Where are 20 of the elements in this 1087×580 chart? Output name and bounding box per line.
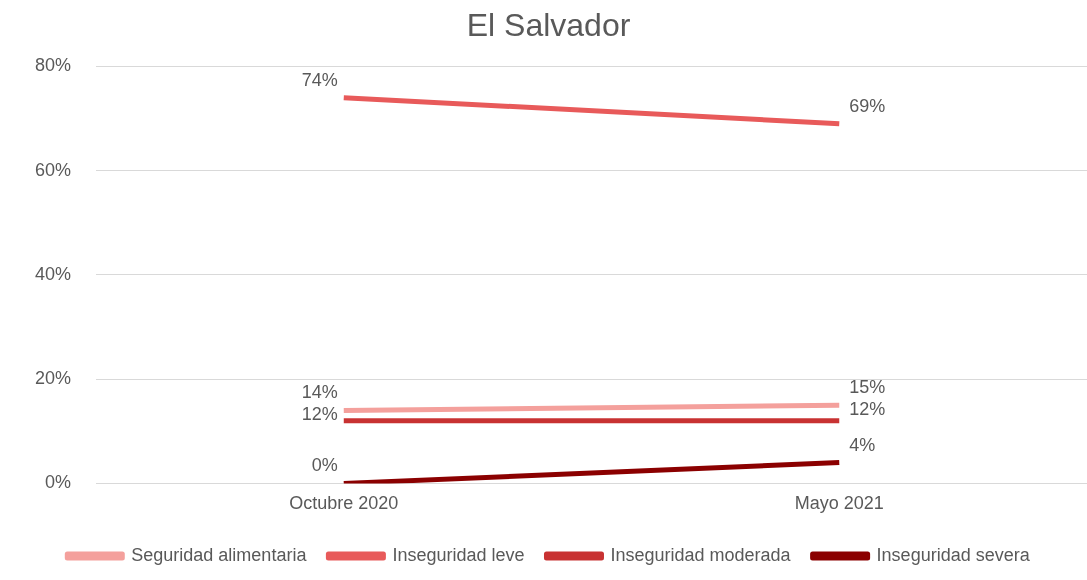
y-tick-label: 80%	[35, 55, 72, 76]
y-tick-label: 20%	[35, 368, 72, 389]
data-label: 14%	[301, 382, 338, 403]
legend-label: Inseguridad leve	[392, 544, 525, 565]
data-label: 74%	[301, 69, 338, 90]
data-label: 12%	[301, 404, 338, 425]
y-tick-label: 0%	[45, 472, 72, 493]
legend-label: Inseguridad severa	[876, 544, 1031, 565]
data-label: 0%	[311, 455, 338, 476]
data-label: 4%	[849, 434, 876, 455]
data-label: 15%	[849, 377, 886, 398]
legend-label: Inseguridad moderada	[610, 544, 792, 565]
data-label: 12%	[849, 399, 886, 420]
legend-label: Seguridad alimentaria	[131, 544, 308, 565]
data-label: 69%	[849, 95, 886, 116]
y-tick-label: 60%	[35, 159, 72, 180]
x-tick-label: Octubre 2020	[289, 493, 399, 514]
chart-title: El Salvador	[466, 7, 631, 44]
x-tick-label: Mayo 2021	[794, 493, 884, 514]
y-tick-label: 40%	[35, 263, 72, 284]
